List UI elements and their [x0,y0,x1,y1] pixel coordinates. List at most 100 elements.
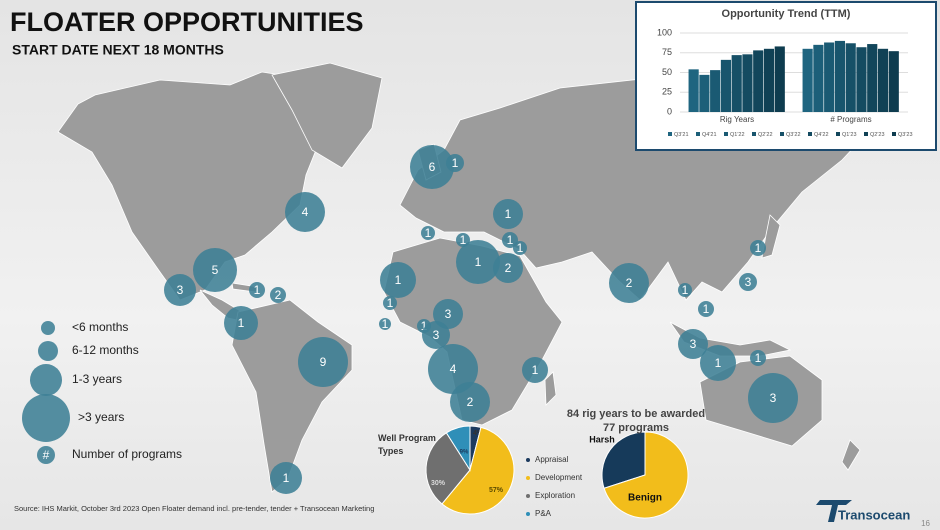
legend-bubble [41,321,55,335]
opportunity-bubble [493,199,523,229]
legend-label: <6 months [72,320,128,334]
legend-swatch [864,132,868,136]
bar [813,44,824,112]
page-number: 16 [921,519,930,528]
bubble-label: 1 [452,156,459,170]
legend-label: Q3'21 [674,132,689,138]
bubble-label: 1 [382,317,389,331]
bubble-label: 3 [770,391,777,405]
bubble-label: 1 [425,226,432,240]
pie-slice [445,425,471,472]
logo: Transocean [838,507,910,522]
bubble-label: 4 [302,205,309,219]
value-label: 30% [431,480,446,487]
bar [877,48,889,112]
bubble-label: 1 [715,356,722,370]
bar [845,43,856,112]
bubble-label: 1 [254,283,261,297]
legend-marker: # [43,448,50,462]
bar [688,69,699,112]
bar [802,48,813,112]
bubble-label: 4 [450,362,457,376]
pie-slice [441,426,515,515]
madagascar [544,371,557,406]
pie-subtitle: 77 programs [603,422,669,434]
opportunity-bubble [522,357,548,383]
bar [710,70,721,112]
bar [834,40,846,112]
opportunity-bubble [379,318,391,330]
bubble-label: 2 [626,276,633,290]
legend-label: Q3'23 [898,132,913,138]
bubble-label: 1 [532,363,539,377]
bubble-label: 1 [475,255,482,269]
legend-swatch [836,132,840,136]
opportunity-bubble [285,192,325,232]
legend-bubble [37,446,55,464]
opportunity-bubble [739,273,757,291]
bubble-label: 1 [238,316,245,330]
legend-dot [526,494,530,498]
category-label: Benign [628,493,662,504]
bubble-label: 2 [275,288,282,302]
opportunity-bubble [748,373,798,423]
opportunity-bubble [678,329,708,359]
opportunity-bubble [450,382,490,422]
category-label: Harsh [589,434,615,444]
legend-swatch [892,132,896,136]
legend-swatch [780,132,784,136]
bubble-label: 2 [467,395,474,409]
y-tick-label: 100 [657,27,672,37]
legend-label: Appraisal [535,455,569,464]
opportunity-bubble [193,248,237,292]
legend-label: Q1'22 [730,132,745,138]
legend-swatch [696,132,700,136]
bar [742,54,753,112]
opportunity-bubble [698,301,714,317]
opportunity-bubble [421,226,435,240]
subtitle: START DATE NEXT 18 MONTHS [12,42,224,58]
logo-mark [816,500,852,522]
legend-label: Exploration [535,491,575,500]
opportunity-bubble [422,321,450,349]
bubble-label: 1 [507,233,514,247]
legend-label: Q4'21 [702,132,717,138]
opportunity-bubble [493,253,523,283]
legend-swatch [752,132,756,136]
pie-slice [601,431,646,489]
legend-bubble [38,341,58,361]
bubble-label: 3 [433,328,440,342]
bubble-label: 1 [460,233,467,247]
bubble-label: 1 [517,241,524,255]
bubble-label: 1 [395,273,402,287]
opportunity-bubble [428,344,478,394]
opportunity-bubble [678,283,692,297]
legend-dot [526,458,530,462]
y-tick-label: 50 [662,67,672,77]
legend-dot [526,476,530,480]
bubble-label: 1 [682,283,689,297]
pie-title: 84 rig years to be awarded [567,408,705,420]
opportunity-bubble [383,296,397,310]
opportunity-bubble [249,282,265,298]
bar [720,59,732,112]
pie-title: Well Program Types [378,433,436,456]
bubble-label: 3 [690,337,697,351]
opportunity-bubble [609,263,649,303]
y-tick-label: 0 [667,106,672,116]
bar [867,44,878,113]
bubble-label: 1 [387,296,394,310]
legend-dot [526,512,530,516]
pie-slice [425,432,471,505]
y-tick-label: 25 [662,87,672,97]
bubble-label: 9 [320,355,327,369]
opportunity-bubble [700,345,736,381]
legend-label: Q2'22 [758,132,773,138]
y-tick-label: 75 [662,47,672,57]
bar [856,47,867,112]
opportunity-bubble [750,240,766,256]
bar [731,55,742,112]
legend-label: Q3'22 [786,132,801,138]
